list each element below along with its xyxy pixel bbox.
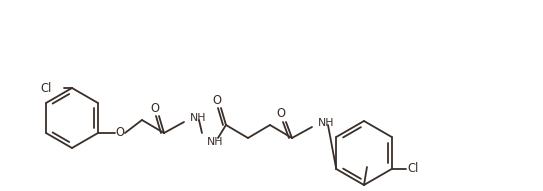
Text: NH: NH [318,118,334,128]
Text: NH: NH [207,137,224,147]
Text: O: O [150,101,160,114]
Text: NH: NH [190,113,206,123]
Text: O: O [116,126,124,139]
Text: O: O [276,107,286,120]
Text: Cl: Cl [41,82,52,95]
Text: Cl: Cl [408,163,419,176]
Text: O: O [212,94,222,107]
